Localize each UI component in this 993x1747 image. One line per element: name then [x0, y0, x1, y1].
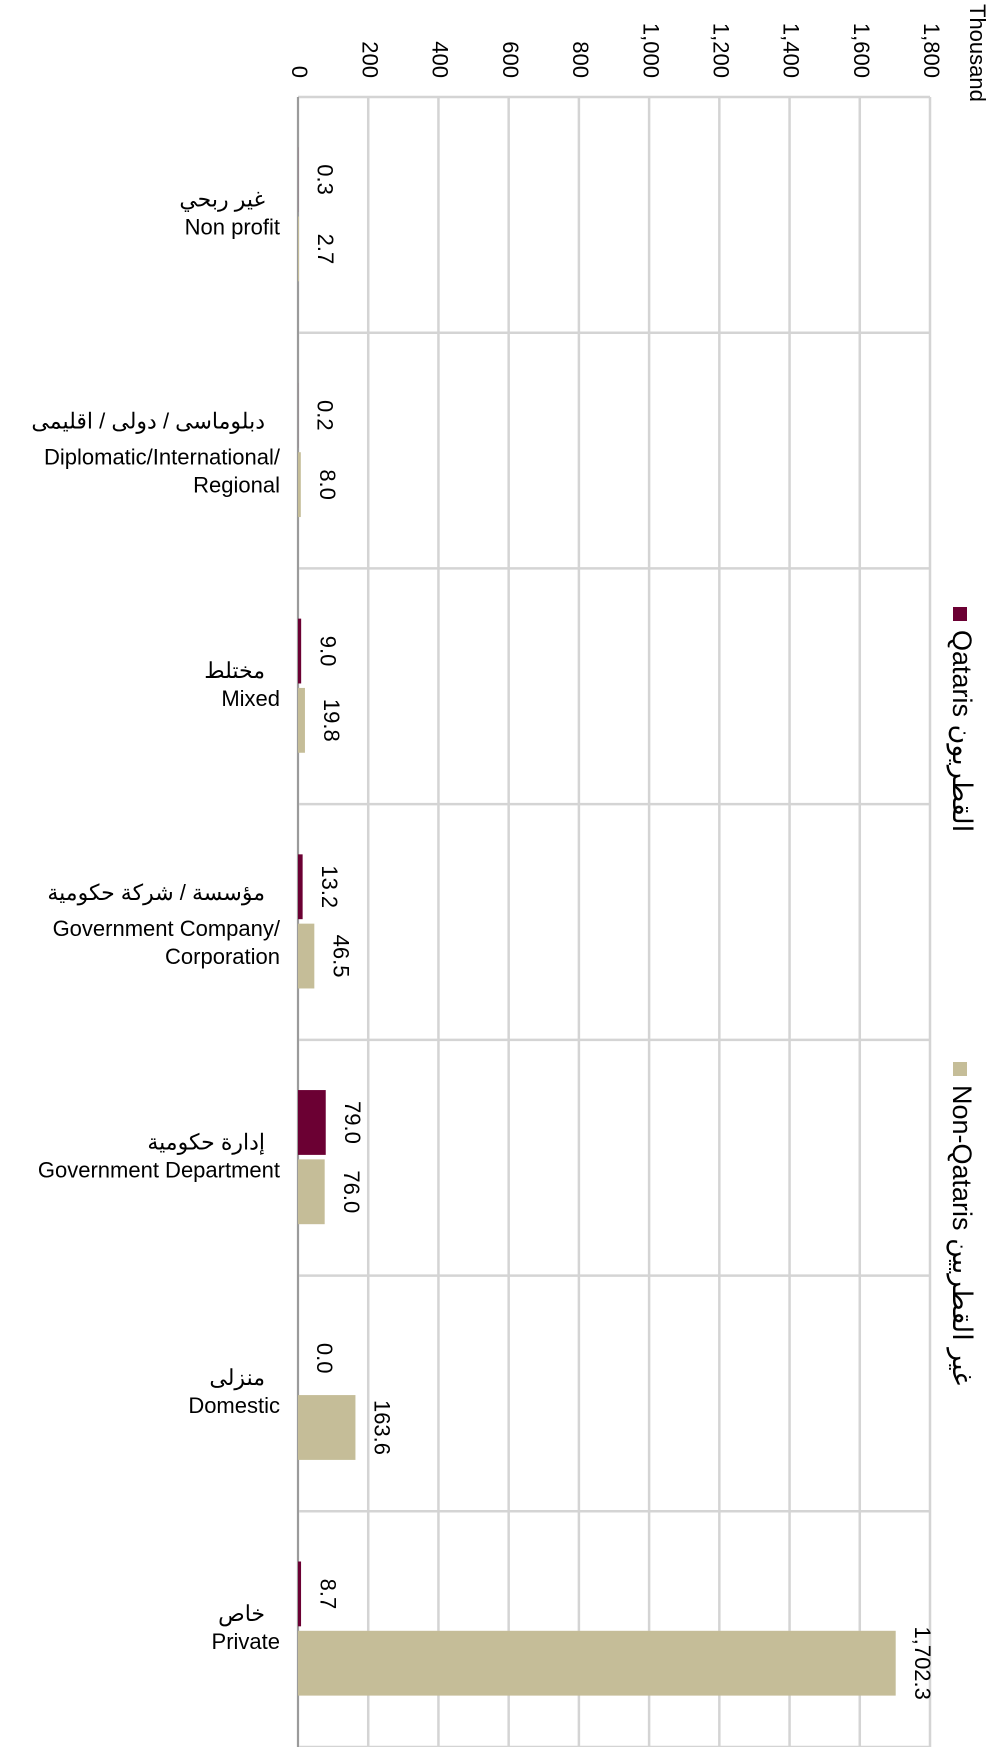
bar [298, 1395, 356, 1460]
legend-label: Non-Qataris غير القطريين [946, 1085, 977, 1385]
value-label: 76.0 [339, 1170, 364, 1213]
x-tick-label: 1,000 [638, 23, 663, 78]
category-label: Diplomatic/International/ [44, 444, 281, 469]
x-tick-label: 400 [428, 41, 453, 78]
bar [298, 216, 299, 282]
category-label: مختلط [204, 658, 265, 683]
category-label: Mixed [221, 686, 280, 711]
bar [298, 618, 302, 684]
category-label: دبلوماسى / دولى / اقليمى [31, 408, 265, 434]
value-label: 1,702.3 [910, 1627, 935, 1700]
bar [298, 1090, 326, 1155]
value-label: 0.2 [312, 400, 337, 431]
value-label: 0.3 [312, 164, 337, 195]
category-label: إدارة حكومية [147, 1130, 265, 1156]
value-label: 0.0 [312, 1343, 337, 1374]
value-label: 79.0 [340, 1101, 365, 1144]
x-tick-label: 1,200 [709, 23, 734, 78]
x-tick-label: 1,400 [779, 23, 804, 78]
category-label: Corporation [165, 944, 280, 969]
bar [298, 452, 301, 518]
legend-swatch [953, 607, 967, 621]
category-label: Private [212, 1629, 280, 1654]
bar [298, 854, 303, 920]
value-label: 46.5 [329, 935, 354, 978]
axis-label: Thousand [965, 4, 990, 102]
category-label: خاص [218, 1601, 265, 1627]
category-label: غير ربحي [179, 187, 265, 213]
x-tick-label: 800 [568, 41, 593, 78]
category-label: Government Company/ [53, 916, 281, 941]
value-label: 19.8 [319, 699, 344, 742]
bar [298, 1561, 302, 1627]
value-label: 2.7 [313, 234, 338, 265]
x-tick-label: 200 [357, 41, 382, 78]
bar [298, 923, 315, 989]
category-label: Regional [193, 472, 280, 497]
bar [298, 1630, 896, 1696]
category-label: مؤسسة / شركة حكومية [47, 880, 265, 906]
x-tick-label: 600 [498, 41, 523, 78]
category-label: منزلى [209, 1365, 265, 1391]
x-tick-label: 0 [287, 66, 312, 78]
bar [298, 687, 305, 753]
value-label: 8.7 [315, 1579, 340, 1610]
x-tick-label: 1,600 [849, 23, 874, 78]
x-tick-label: 1,800 [919, 23, 944, 78]
category-label: Non profit [185, 215, 280, 240]
value-label: 8.0 [315, 469, 340, 500]
category-label: Domestic [188, 1393, 280, 1418]
legend-swatch [953, 1062, 967, 1076]
legend-label: Qataris القطريون [946, 630, 977, 832]
value-label: 9.0 [315, 636, 340, 667]
bar [298, 1159, 325, 1225]
category-label: Government Department [38, 1158, 280, 1183]
value-label: 163.6 [370, 1400, 395, 1455]
value-label: 13.2 [317, 865, 342, 908]
